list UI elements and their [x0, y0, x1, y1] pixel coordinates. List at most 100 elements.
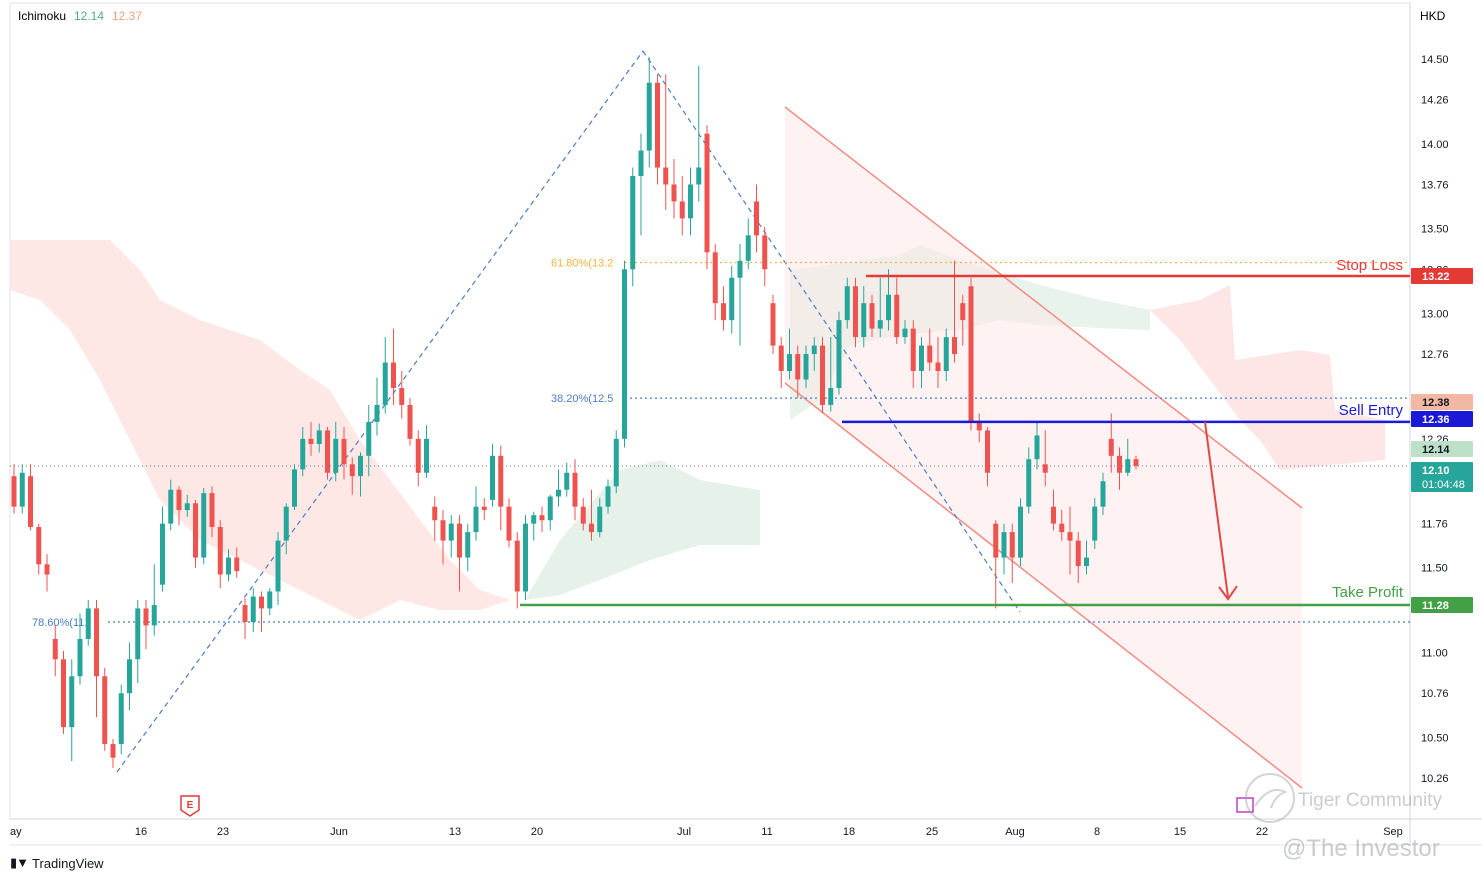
candle-body	[85, 608, 91, 639]
y-tick-label: 10.50	[1421, 732, 1449, 744]
candle-body	[440, 520, 446, 541]
candle-body	[259, 596, 264, 609]
candle-body	[250, 596, 256, 622]
event-marker-icon[interactable]	[1236, 797, 1254, 813]
fib-level-label: 61.80%(13.2	[551, 257, 613, 269]
x-tick-label: 16	[135, 826, 147, 838]
price-label-box	[1411, 268, 1473, 285]
candle-body	[894, 294, 900, 338]
price-label-box	[1411, 394, 1473, 410]
tradingview-logo-icon: ▮▼	[10, 855, 29, 870]
candle-body	[77, 638, 83, 677]
candle-body	[811, 345, 817, 355]
candle-body	[102, 676, 108, 745]
candle-body	[415, 438, 421, 473]
currency-label: HKD	[1420, 9, 1446, 23]
x-tick-label: 13	[449, 826, 461, 838]
candle-body	[836, 320, 842, 388]
candle-body	[11, 476, 17, 507]
candle-body	[448, 523, 454, 541]
candle-body	[481, 506, 487, 511]
candle-body	[754, 201, 759, 236]
candle-body	[877, 320, 883, 329]
candle-body	[655, 82, 660, 168]
candle-body	[1051, 506, 1056, 524]
projection-arrow-line	[1204, 421, 1229, 598]
candle-body	[844, 286, 850, 321]
price-label-text: 11.28	[1422, 600, 1449, 612]
candle-body	[391, 362, 396, 388]
candle-body	[902, 328, 908, 338]
x-tick-label: 25	[926, 826, 938, 838]
ichimoku-cloud-bull-1	[525, 460, 760, 600]
y-tick-label: 11.76	[1421, 519, 1448, 531]
channel-lower-line	[784, 382, 1303, 789]
y-tick-label: 11.50	[1421, 563, 1448, 575]
price-label-box	[1411, 411, 1473, 427]
fib-trend-up-line	[116, 50, 644, 773]
candle-body	[688, 184, 693, 219]
candle-body	[820, 345, 825, 405]
candle-body	[531, 515, 537, 524]
price-label-box	[1411, 441, 1473, 457]
candle-body	[127, 659, 132, 694]
candle-body	[349, 464, 355, 477]
candle-body	[135, 608, 141, 660]
x-tick-label: Jul	[677, 826, 691, 838]
candle-body	[316, 430, 322, 444]
candle-body	[696, 167, 702, 185]
earnings-marker-label: E	[187, 800, 194, 811]
candle-body	[976, 421, 982, 431]
projection-arrow-head-icon	[1218, 585, 1238, 601]
watermark-logo-icon	[1245, 773, 1295, 823]
y-tick-label: 10.76	[1421, 688, 1449, 700]
candle-body	[523, 523, 528, 592]
candle-body	[457, 523, 462, 558]
x-tick-label: Sep	[1383, 826, 1403, 838]
candle-body	[943, 337, 949, 372]
candle-body	[778, 345, 784, 372]
candle-body	[985, 430, 990, 473]
candle-body	[341, 438, 347, 465]
x-tick-label: 23	[217, 826, 229, 838]
tradingview-footer[interactable]: ▮▼ TradingView	[10, 853, 104, 873]
candle-body	[1034, 435, 1040, 460]
y-tick-label: 13.50	[1421, 224, 1449, 236]
candle-body	[201, 493, 207, 558]
candle-body	[539, 515, 545, 521]
x-tick-label: 15	[1174, 826, 1186, 838]
candle-body	[94, 608, 99, 677]
candle-body	[184, 503, 190, 511]
candle-body	[366, 421, 372, 456]
x-tick-label: Aug	[1005, 826, 1025, 838]
candle-body	[737, 260, 743, 278]
fib-level-label: 78.60%(11.	[32, 617, 87, 629]
candle-body	[168, 489, 174, 524]
candle-body	[44, 564, 50, 575]
candle-body	[589, 523, 594, 533]
fib-level-label: 38.20%(12.5	[551, 393, 613, 405]
candle-body	[407, 404, 413, 439]
earnings-marker[interactable]: E	[180, 795, 200, 817]
candle-body	[547, 496, 553, 521]
candle-body	[1117, 455, 1122, 473]
candle-body	[432, 506, 438, 521]
x-tick-label: 11	[761, 826, 772, 838]
candle-body	[745, 235, 751, 261]
candle-body	[770, 303, 776, 346]
x-tick-label: 18	[843, 826, 855, 838]
candle-body	[671, 184, 677, 202]
candle-body	[325, 430, 330, 473]
x-tick-label: 8	[1094, 826, 1100, 838]
candle-body	[226, 557, 231, 575]
candle-body	[242, 605, 248, 622]
sell-entry-label: Sell Entry	[1339, 402, 1404, 419]
candle-body	[869, 303, 875, 329]
candle-body	[886, 294, 891, 321]
candle-body	[613, 438, 619, 487]
candle-body	[679, 201, 685, 219]
candle-body	[36, 527, 42, 565]
candle-body	[118, 693, 124, 745]
